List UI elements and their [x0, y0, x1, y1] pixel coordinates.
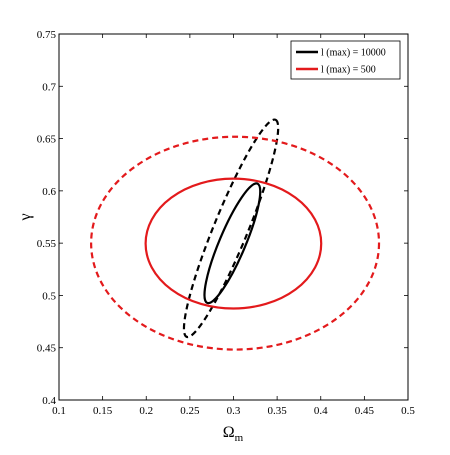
y-tick-label: 0.4	[42, 395, 56, 407]
y-tick-label: 0.75	[37, 29, 57, 41]
x-tick-label: 0.1	[52, 405, 66, 417]
y-tick-label: 0.55	[37, 238, 57, 250]
x-tick-label: 0.25	[180, 405, 200, 417]
y-tick-label: 0.5	[42, 290, 56, 302]
plot-frame	[58, 33, 409, 401]
tick-marks	[58, 33, 409, 401]
x-tick-label: 0.45	[355, 405, 375, 417]
contour-500-inner	[144, 177, 323, 310]
legend: l (max) = 10000 l (max) = 500	[290, 40, 401, 80]
y-tick-label: 0.45	[37, 343, 57, 355]
contour-10000-inner	[203, 182, 262, 305]
contour-500-outer	[90, 135, 381, 351]
x-axis-title: Ωm	[223, 424, 244, 444]
y-tick-label: 0.65	[37, 134, 57, 146]
y-tick-label: 0.7	[42, 81, 56, 93]
x-tick-label: 0.3	[227, 405, 241, 417]
legend-box	[290, 40, 401, 80]
x-tick-label: 0.4	[314, 405, 328, 417]
y-axis-title: γ	[17, 213, 34, 221]
tick-labels: 0.1 0.15 0.2 0.25 0.3 0.35 0.4 0.45 0.5 0.4 0.45 0.…	[37, 29, 416, 417]
x-tick-label: 0.15	[93, 405, 113, 417]
legend-label-500: l (max) = 500	[321, 65, 376, 76]
contour-10000-outer	[182, 118, 280, 339]
contour-layer	[90, 118, 381, 351]
legend-label-10000: l (max) = 10000	[321, 48, 386, 59]
y-tick-label: 0.6	[42, 186, 56, 198]
x-tick-label: 0.5	[401, 405, 415, 417]
x-tick-label: 0.2	[139, 405, 153, 417]
x-tick-label: 0.35	[268, 405, 288, 417]
